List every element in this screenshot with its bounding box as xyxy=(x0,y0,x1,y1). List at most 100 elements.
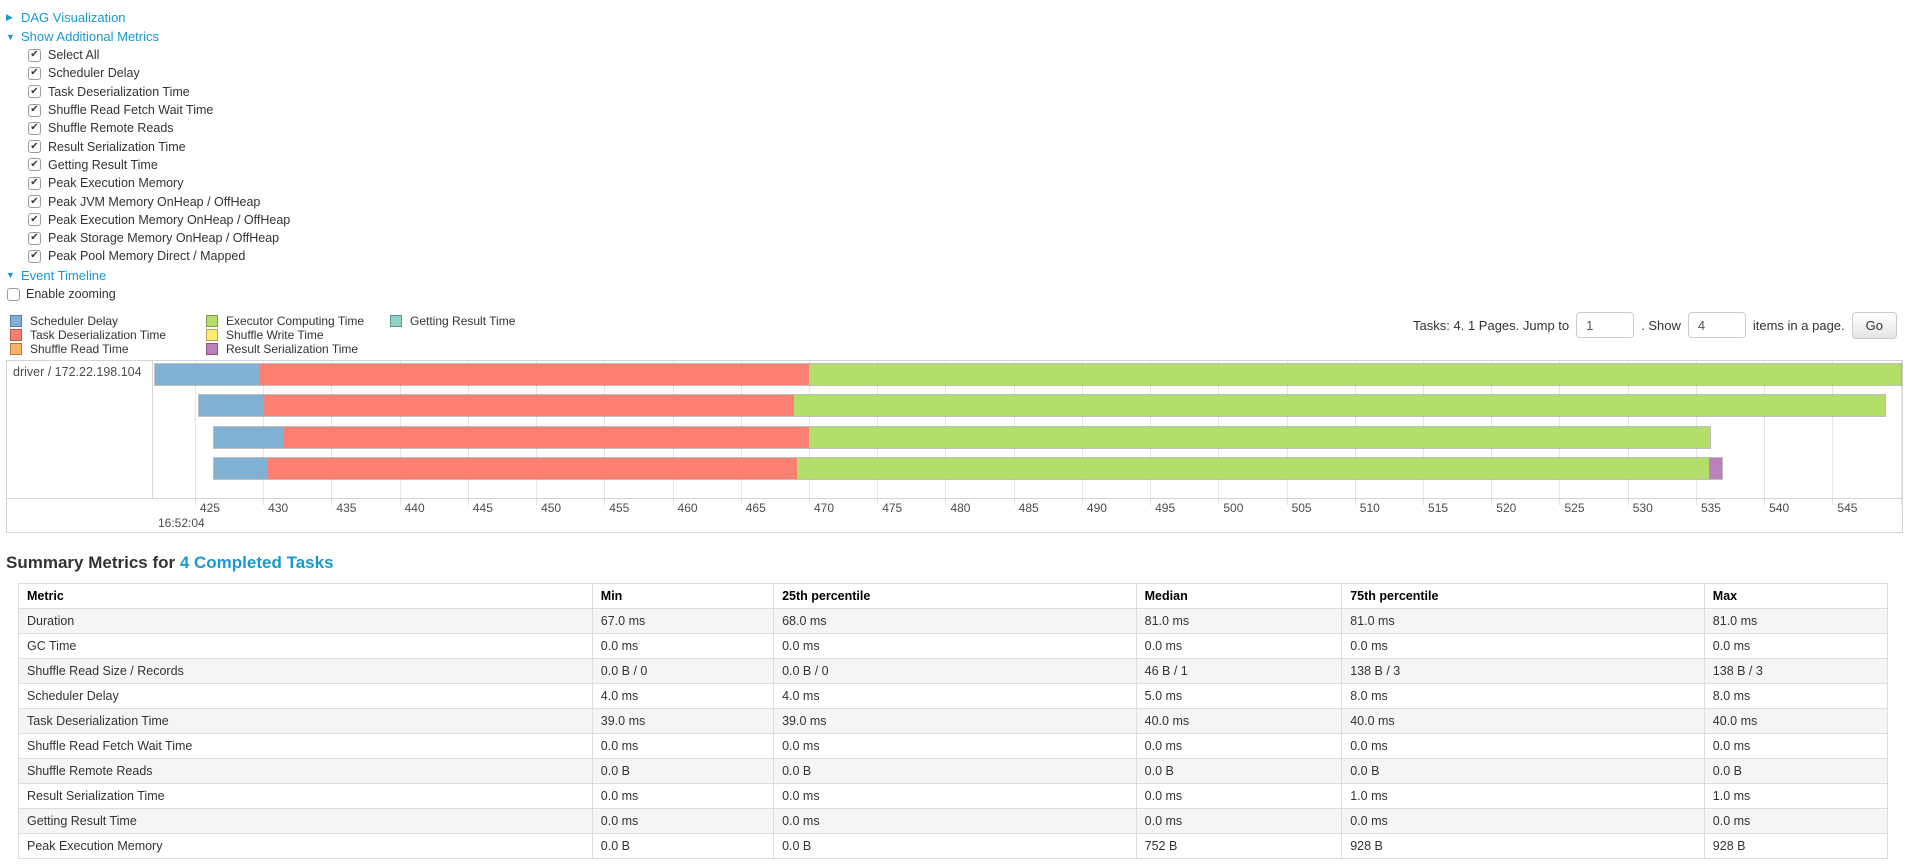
metric-checkbox-item[interactable]: ✔ Select All xyxy=(28,46,1907,64)
checkbox-label: Getting Result Time xyxy=(48,157,158,172)
executor-computing-segment xyxy=(796,458,1709,480)
axis-tick-mark xyxy=(1627,498,1629,505)
column-header: Max xyxy=(1703,582,1889,609)
checkbox-icon[interactable]: ✔ xyxy=(28,158,41,172)
axis-tick-mark xyxy=(331,498,333,505)
task-bar[interactable] xyxy=(212,457,1724,481)
metric-name-cell: Result Serialization Time xyxy=(18,782,593,809)
checkbox-label: Task Deserialization Time xyxy=(48,84,190,99)
legend-label: Shuffle Read Time xyxy=(30,341,129,356)
metric-value-cell: 0.0 B xyxy=(1341,757,1705,784)
checkbox-icon[interactable]: ✔ xyxy=(28,48,41,62)
metric-checkbox-item[interactable]: ✔ Task Deserialization Time xyxy=(28,83,1907,101)
metric-checkbox-item[interactable]: ✔ Peak Storage Memory OnHeap / OffHeap xyxy=(28,229,1907,247)
metrics-checkbox-list: ✔ Select All ✔ Scheduler Delay ✔ Task Deseria… xyxy=(6,46,1907,266)
column-header: Median xyxy=(1135,582,1343,609)
axis-tick-mark xyxy=(1354,498,1356,505)
scheduler-delay-segment xyxy=(155,363,259,385)
checkbox-icon[interactable]: ✔ xyxy=(28,213,41,227)
checkbox-icon[interactable]: ✔ xyxy=(28,66,41,80)
metric-value-cell: 40.0 ms xyxy=(1703,707,1889,734)
metric-value-cell: 0.0 B xyxy=(1135,757,1343,784)
axis-tick-label: 505 xyxy=(1291,500,1312,515)
axis-tick-label: 525 xyxy=(1564,500,1585,515)
task-bar[interactable] xyxy=(154,362,1902,386)
executor-group-label: driver / 172.22.198.104 xyxy=(7,360,153,498)
metric-value-cell: 68.0 ms xyxy=(773,607,1137,634)
axis-tick-mark xyxy=(1150,498,1152,505)
axis-tick-label: 530 xyxy=(1632,500,1653,515)
checkbox-icon[interactable]: ✔ xyxy=(28,249,41,263)
metric-value-cell: 81.0 ms xyxy=(1135,607,1343,634)
items-in-page-text: items in a page. xyxy=(1752,317,1845,333)
table-row: GC Time 0.0 ms 0.0 ms 0.0 ms 0.0 ms 0.0 ms xyxy=(18,632,1889,659)
show-additional-metrics-toggle[interactable]: ▼ Show Additional Metrics xyxy=(6,27,1907,46)
table-row: Scheduler Delay 4.0 ms 4.0 ms 5.0 ms 8.0 ms 8… xyxy=(18,682,1889,709)
checkbox-icon[interactable]: ✔ xyxy=(28,176,41,190)
timeline-header-band: Scheduler Delay Task Deserialization Time… xyxy=(0,310,1907,360)
axis-tick-label: 495 xyxy=(1155,500,1176,515)
task-bar[interactable] xyxy=(212,425,1711,449)
scheduler-delay-segment xyxy=(198,395,263,417)
checkbox-icon[interactable]: ✔ xyxy=(28,121,41,135)
metric-checkbox-item[interactable]: ✔ Result Serialization Time xyxy=(28,137,1907,155)
task-bar[interactable] xyxy=(197,394,1886,418)
checkbox-icon[interactable]: ✔ xyxy=(28,195,41,209)
checkbox-icon[interactable]: ✔ xyxy=(28,231,41,245)
go-button[interactable]: Go xyxy=(1851,311,1897,339)
executor-computing-swatch-icon xyxy=(206,314,218,327)
shuffle-read-swatch-icon xyxy=(10,342,22,355)
axis-tick-mark xyxy=(808,498,810,505)
checkbox-icon[interactable]: ✔ xyxy=(28,103,41,117)
metric-checkbox-item[interactable]: ✔ Peak Pool Memory Direct / Mapped xyxy=(28,247,1907,265)
axis-tick-label: 455 xyxy=(609,500,630,515)
timeline-legend: Scheduler Delay Task Deserialization Time… xyxy=(10,314,515,356)
axis-tick-mark xyxy=(1832,498,1834,505)
dag-visualization-toggle[interactable]: ▶ DAG Visualization xyxy=(6,8,1907,27)
metric-value-cell: 8.0 ms xyxy=(1703,682,1889,709)
result-serialization-swatch-icon xyxy=(206,342,218,355)
metric-checkbox-item[interactable]: ✔ Peak JVM Memory OnHeap / OffHeap xyxy=(28,192,1907,210)
metric-checkbox-item[interactable]: ✔ Scheduler Delay xyxy=(28,64,1907,82)
axis-tick-label: 470 xyxy=(813,500,835,515)
metric-value-cell: 5.0 ms xyxy=(1135,682,1343,709)
axis-tick-mark xyxy=(1013,498,1015,505)
axis-tick-label: 445 xyxy=(472,500,493,515)
metric-value-cell: 0.0 ms xyxy=(591,732,775,759)
checkbox-label: Peak JVM Memory OnHeap / OffHeap xyxy=(48,194,261,209)
metric-value-cell: 8.0 ms xyxy=(1341,682,1705,709)
checkbox-label: Peak Execution Memory OnHeap / OffHeap xyxy=(48,212,291,227)
metric-checkbox-item[interactable]: ✔ Shuffle Read Fetch Wait Time xyxy=(28,101,1907,119)
enable-zooming-checkbox[interactable] xyxy=(7,287,20,301)
legend-item: Shuffle Write Time xyxy=(206,328,390,342)
metric-checkbox-item[interactable]: ✔ Peak Execution Memory OnHeap / OffHeap xyxy=(28,211,1907,229)
metric-name-cell: GC Time xyxy=(18,632,593,659)
metric-checkbox-item[interactable]: ✔ Shuffle Remote Reads xyxy=(28,119,1907,137)
axis-tick-mark xyxy=(194,498,196,505)
metric-checkbox-item[interactable]: ✔ Getting Result Time xyxy=(28,156,1907,174)
task-pagination: Tasks: 4. 1 Pages. Jump to . Show items … xyxy=(1413,311,1897,339)
items-per-page-input[interactable] xyxy=(1687,312,1746,339)
collapsed-arrow-icon: ▶ xyxy=(6,12,13,22)
legend-label: Task Deserialization Time xyxy=(30,327,167,342)
enable-zooming-label: Enable zooming xyxy=(26,287,116,302)
legend-column: Executor Computing Time Shuffle Write Tim… xyxy=(206,314,390,356)
checkbox-icon[interactable]: ✔ xyxy=(28,140,41,154)
metric-checkbox-item[interactable]: ✔ Peak Execution Memory xyxy=(28,174,1907,192)
metric-value-cell: 1.0 ms xyxy=(1341,782,1705,809)
axis-tick-mark xyxy=(1081,498,1083,505)
legend-item: Getting Result Time xyxy=(390,314,515,328)
metric-name-cell: Scheduler Delay xyxy=(18,682,593,709)
metric-value-cell: 0.0 ms xyxy=(773,632,1137,659)
axis-tick-mark xyxy=(1695,498,1697,505)
axis-tick-label: 545 xyxy=(1837,500,1858,515)
metric-value-cell: 138 B / 3 xyxy=(1341,657,1705,684)
metric-value-cell: 928 B xyxy=(1703,832,1889,859)
checkbox-label: Shuffle Read Fetch Wait Time xyxy=(48,103,214,118)
jump-to-page-input[interactable] xyxy=(1576,312,1635,339)
event-timeline-toggle[interactable]: ▼ Event Timeline xyxy=(6,266,1907,285)
table-body: Duration 67.0 ms 68.0 ms 81.0 ms 81.0 ms 81.0… xyxy=(18,607,1889,859)
checkbox-label: Peak Storage Memory OnHeap / OffHeap xyxy=(48,231,280,246)
checkbox-icon[interactable]: ✔ xyxy=(28,85,41,99)
legend-label: Shuffle Write Time xyxy=(226,327,324,342)
